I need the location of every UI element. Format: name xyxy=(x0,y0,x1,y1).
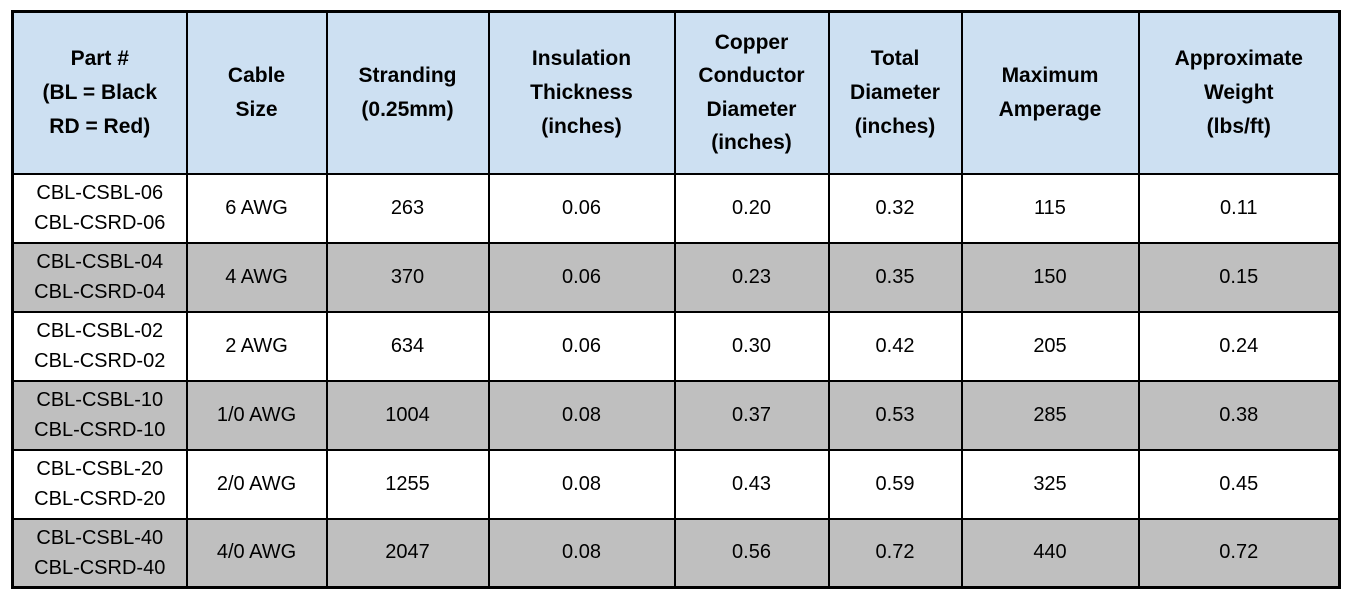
header-conductor-diameter: Copper Conductor Diameter (inches) xyxy=(673,10,830,175)
cell-max-amperage: 440 xyxy=(960,517,1140,589)
cell-stranding: 1004 xyxy=(325,379,490,451)
cell-part-number: CBL-CSBL-10 CBL-CSRD-10 xyxy=(11,379,188,451)
cell-part-number: CBL-CSBL-20 CBL-CSRD-20 xyxy=(11,448,188,520)
cell-total-diameter: 0.42 xyxy=(827,310,963,382)
cell-stranding: 1255 xyxy=(325,448,490,520)
cell-part-number: CBL-CSBL-02 CBL-CSRD-02 xyxy=(11,310,188,382)
cell-conductor-diameter: 0.30 xyxy=(673,310,830,382)
header-total-diameter: Total Diameter (inches) xyxy=(827,10,963,175)
cell-max-amperage: 285 xyxy=(960,379,1140,451)
table-header-row: Part # (BL = Black RD = Red) Cable Size … xyxy=(11,10,1341,175)
cell-total-diameter: 0.72 xyxy=(827,517,963,589)
cell-conductor-diameter: 0.20 xyxy=(673,172,830,244)
cell-max-amperage: 150 xyxy=(960,241,1140,313)
table-row: CBL-CSBL-06 CBL-CSRD-06 6 AWG 263 0.06 0… xyxy=(11,172,1341,244)
cell-cable-size: 4 AWG xyxy=(185,241,328,313)
cell-insulation-thickness: 0.06 xyxy=(487,241,676,313)
cell-insulation-thickness: 0.08 xyxy=(487,448,676,520)
cell-conductor-diameter: 0.43 xyxy=(673,448,830,520)
cell-approximate-weight: 0.11 xyxy=(1137,172,1341,244)
cell-stranding: 2047 xyxy=(325,517,490,589)
cell-insulation-thickness: 0.06 xyxy=(487,310,676,382)
cell-max-amperage: 325 xyxy=(960,448,1140,520)
header-insulation-thickness: Insulation Thickness (inches) xyxy=(487,10,676,175)
cell-approximate-weight: 0.45 xyxy=(1137,448,1341,520)
cell-insulation-thickness: 0.08 xyxy=(487,379,676,451)
cell-conductor-diameter: 0.23 xyxy=(673,241,830,313)
table-row: CBL-CSBL-10 CBL-CSRD-10 1/0 AWG 1004 0.0… xyxy=(11,379,1341,451)
cell-insulation-thickness: 0.08 xyxy=(487,517,676,589)
cell-approximate-weight: 0.24 xyxy=(1137,310,1341,382)
cell-part-number: CBL-CSBL-40 CBL-CSRD-40 xyxy=(11,517,188,589)
cell-approximate-weight: 0.15 xyxy=(1137,241,1341,313)
cell-stranding: 634 xyxy=(325,310,490,382)
cell-conductor-diameter: 0.56 xyxy=(673,517,830,589)
header-part-number: Part # (BL = Black RD = Red) xyxy=(11,10,188,175)
cell-insulation-thickness: 0.06 xyxy=(487,172,676,244)
table-row: CBL-CSBL-40 CBL-CSRD-40 4/0 AWG 2047 0.0… xyxy=(11,517,1341,589)
cell-cable-size: 2/0 AWG xyxy=(185,448,328,520)
cell-total-diameter: 0.35 xyxy=(827,241,963,313)
cell-cable-size: 1/0 AWG xyxy=(185,379,328,451)
table-row: CBL-CSBL-04 CBL-CSRD-04 4 AWG 370 0.06 0… xyxy=(11,241,1341,313)
cell-cable-size: 4/0 AWG xyxy=(185,517,328,589)
cell-max-amperage: 115 xyxy=(960,172,1140,244)
cell-total-diameter: 0.53 xyxy=(827,379,963,451)
cell-approximate-weight: 0.72 xyxy=(1137,517,1341,589)
cell-cable-size: 6 AWG xyxy=(185,172,328,244)
table-row: CBL-CSBL-20 CBL-CSRD-20 2/0 AWG 1255 0.0… xyxy=(11,448,1341,520)
cell-part-number: CBL-CSBL-04 CBL-CSRD-04 xyxy=(11,241,188,313)
cell-cable-size: 2 AWG xyxy=(185,310,328,382)
cell-conductor-diameter: 0.37 xyxy=(673,379,830,451)
cell-stranding: 370 xyxy=(325,241,490,313)
cell-approximate-weight: 0.38 xyxy=(1137,379,1341,451)
cell-max-amperage: 205 xyxy=(960,310,1140,382)
header-stranding: Stranding (0.25mm) xyxy=(325,10,490,175)
header-approximate-weight: Approximate Weight (lbs/ft) xyxy=(1137,10,1341,175)
header-max-amperage: Maximum Amperage xyxy=(960,10,1140,175)
cell-total-diameter: 0.32 xyxy=(827,172,963,244)
cable-spec-table: Part # (BL = Black RD = Red) Cable Size … xyxy=(11,10,1341,589)
table-row: CBL-CSBL-02 CBL-CSRD-02 2 AWG 634 0.06 0… xyxy=(11,310,1341,382)
header-cable-size: Cable Size xyxy=(185,10,328,175)
cell-part-number: CBL-CSBL-06 CBL-CSRD-06 xyxy=(11,172,188,244)
cell-stranding: 263 xyxy=(325,172,490,244)
cell-total-diameter: 0.59 xyxy=(827,448,963,520)
